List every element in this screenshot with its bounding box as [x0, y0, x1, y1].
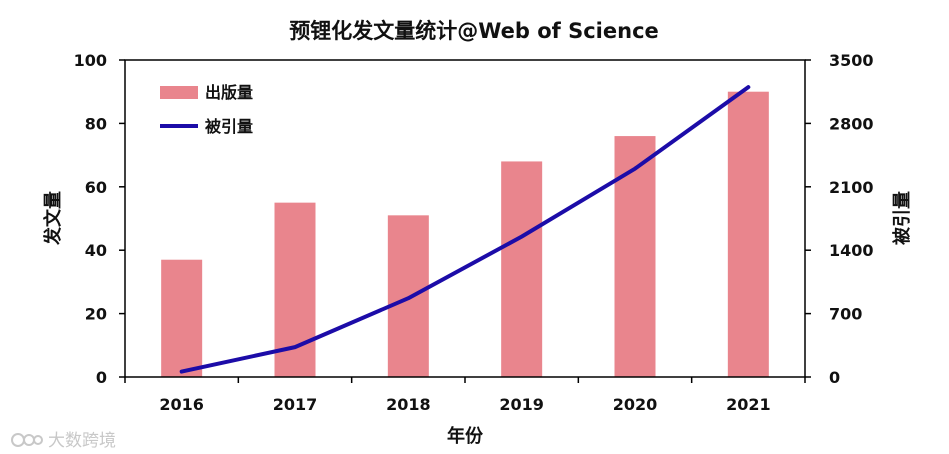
watermark-text: 大数跨境	[48, 431, 116, 451]
x-tick-label: 2019	[499, 395, 544, 414]
right-tick-label: 700	[829, 305, 862, 324]
chart-title: 预锂化发文量统计@Web of Science	[289, 19, 659, 43]
left-tick-label: 100	[74, 51, 107, 70]
right-tick-label: 1400	[829, 241, 874, 260]
x-axis: 2016 2017 2018 2019 2020 2021	[124, 377, 806, 414]
x-tick-label: 2020	[613, 395, 658, 414]
bar-2020	[614, 136, 656, 377]
x-tick-label: 2017	[273, 395, 318, 414]
logo-icon	[10, 430, 44, 453]
line-citations	[179, 85, 751, 374]
x-tick-label: 2021	[726, 395, 771, 414]
left-tick-label: 20	[85, 305, 107, 324]
right-tick-label: 0	[829, 368, 840, 387]
left-tick-label: 0	[96, 368, 107, 387]
left-tick-label: 60	[85, 178, 107, 197]
bar-2016	[161, 259, 203, 377]
left-axis-label: 发文量	[42, 191, 64, 246]
right-axis: 0 700 1400 2100 2800 3500	[805, 51, 874, 387]
bar-2021	[727, 91, 769, 377]
x-axis-label: 年份	[447, 425, 484, 447]
bar-series	[161, 91, 769, 377]
right-tick-label: 2800	[829, 114, 874, 133]
legend-label-bar: 出版量	[205, 83, 253, 102]
right-tick-label: 2100	[829, 178, 874, 197]
x-tick-label: 2016	[159, 395, 204, 414]
left-tick-label: 40	[85, 241, 107, 260]
left-axis: 0 20 40 60 80 100	[74, 51, 125, 387]
right-tick-label: 3500	[829, 51, 874, 70]
legend-swatch-bar	[160, 86, 198, 99]
x-tick-label: 2018	[386, 395, 431, 414]
watermark: 大数跨境	[10, 426, 116, 453]
plot-frame	[124, 59, 806, 378]
line-series	[179, 85, 751, 374]
right-axis-label: 被引量	[891, 191, 913, 245]
legend-label-line: 被引量	[205, 117, 253, 136]
legend: 出版量 被引量	[160, 83, 253, 136]
left-tick-label: 80	[85, 114, 107, 133]
bar-2019	[501, 161, 543, 377]
